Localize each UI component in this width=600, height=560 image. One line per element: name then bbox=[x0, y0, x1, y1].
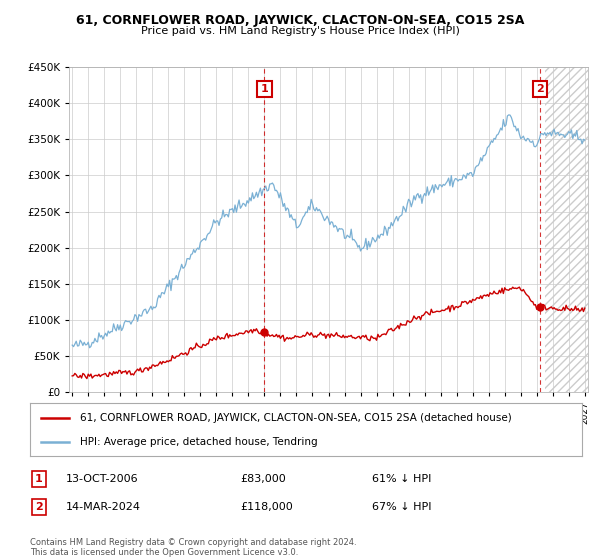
Text: 14-MAR-2024: 14-MAR-2024 bbox=[66, 502, 141, 512]
Bar bbox=[545, 67, 588, 392]
Text: HPI: Average price, detached house, Tendring: HPI: Average price, detached house, Tend… bbox=[80, 436, 317, 446]
Text: 1: 1 bbox=[35, 474, 43, 484]
Point bbox=[260, 328, 269, 337]
Text: Price paid vs. HM Land Registry's House Price Index (HPI): Price paid vs. HM Land Registry's House … bbox=[140, 26, 460, 36]
Text: £83,000: £83,000 bbox=[240, 474, 286, 484]
Text: 61, CORNFLOWER ROAD, JAYWICK, CLACTON-ON-SEA, CO15 2SA (detached house): 61, CORNFLOWER ROAD, JAYWICK, CLACTON-ON… bbox=[80, 413, 511, 423]
Text: 13-OCT-2006: 13-OCT-2006 bbox=[66, 474, 139, 484]
Text: Contains HM Land Registry data © Crown copyright and database right 2024.
This d: Contains HM Land Registry data © Crown c… bbox=[30, 538, 356, 557]
Text: 67% ↓ HPI: 67% ↓ HPI bbox=[372, 502, 431, 512]
Text: 2: 2 bbox=[536, 84, 544, 94]
Point bbox=[535, 302, 545, 311]
Text: £118,000: £118,000 bbox=[240, 502, 293, 512]
Text: 1: 1 bbox=[260, 84, 268, 94]
Text: 2: 2 bbox=[35, 502, 43, 512]
Text: 61, CORNFLOWER ROAD, JAYWICK, CLACTON-ON-SEA, CO15 2SA: 61, CORNFLOWER ROAD, JAYWICK, CLACTON-ON… bbox=[76, 14, 524, 27]
Text: 61% ↓ HPI: 61% ↓ HPI bbox=[372, 474, 431, 484]
